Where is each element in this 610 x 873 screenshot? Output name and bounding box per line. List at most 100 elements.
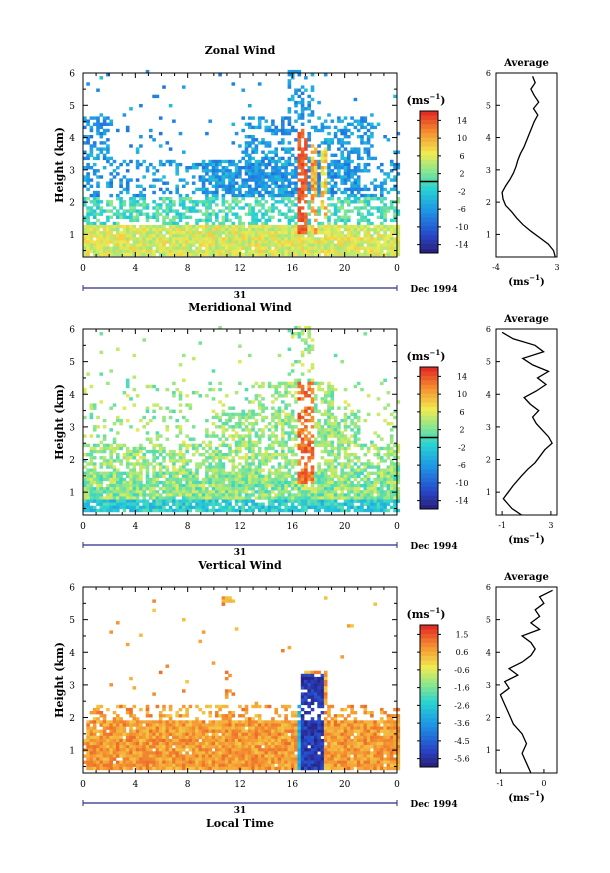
- heatmap-cell: [182, 477, 186, 482]
- heatmap-cell: [254, 203, 259, 207]
- heatmap-cell: [277, 490, 282, 494]
- heatmap-cell: [310, 484, 315, 488]
- heatmap-cell: [238, 215, 242, 219]
- heatmap-cell: [307, 169, 311, 173]
- heatmap-cell: [251, 138, 255, 142]
- heatmap-cell: [300, 231, 305, 235]
- heatmap-cell: [129, 487, 133, 491]
- heatmap-cell: [304, 169, 308, 173]
- heatmap-cell: [317, 181, 321, 185]
- heatmap-cell: [188, 437, 193, 441]
- heatmap-cell: [320, 243, 325, 247]
- heatmap-cell: [102, 446, 107, 451]
- heatmap-cell: [287, 412, 292, 417]
- heatmap-cell: [307, 459, 311, 463]
- heatmap-cell: [264, 209, 269, 213]
- heatmap-cell: [215, 484, 219, 488]
- heatmap-cell: [129, 496, 133, 500]
- heatmap-cell: [264, 237, 269, 241]
- heatmap-cell: [337, 231, 341, 235]
- heatmap-cell: [373, 484, 377, 488]
- heatmap-cell: [261, 175, 265, 179]
- heatmap-cell: [307, 252, 311, 257]
- heatmap-cell: [165, 246, 170, 250]
- heatmap-cell: [314, 394, 318, 398]
- heatmap-cell: [333, 499, 338, 503]
- heatmap-cell: [92, 499, 97, 503]
- heatmap-cell: [290, 94, 295, 99]
- heatmap-cell: [83, 496, 87, 500]
- heatmap-cell: [102, 487, 107, 491]
- heatmap-cell: [215, 453, 219, 457]
- heatmap-cell: [347, 474, 351, 479]
- heatmap-cell: [340, 484, 344, 488]
- heatmap-cell: [304, 412, 308, 417]
- heatmap-cell: [116, 468, 120, 472]
- heatmap-cell: [168, 246, 173, 250]
- heatmap-cell: [178, 131, 183, 136]
- heatmap-cell: [168, 234, 173, 238]
- heatmap-cell: [119, 181, 123, 185]
- heatmap-cell: [185, 206, 189, 210]
- heatmap-cell: [271, 190, 275, 195]
- heatmap-cell: [271, 181, 275, 185]
- heatmap-cell: [241, 471, 245, 475]
- heatmap-cell: [290, 418, 295, 423]
- heatmap-cell: [191, 228, 196, 232]
- heatmap-cell: [99, 234, 104, 238]
- heatmap-cell: [238, 415, 242, 420]
- heatmap-cell: [287, 156, 292, 161]
- heatmap-cell: [89, 406, 94, 410]
- heatmap-cell: [251, 453, 255, 457]
- heatmap-cell: [83, 415, 87, 420]
- heatmap-cell: [165, 249, 170, 254]
- heatmap-cell: [152, 190, 156, 195]
- heatmap-cell: [363, 141, 368, 145]
- heatmap-cell: [201, 200, 206, 204]
- heatmap-cell: [92, 446, 97, 451]
- heatmap-cell: [343, 197, 348, 201]
- heatmap-cell: [271, 505, 275, 510]
- heatmap-cell: [297, 193, 302, 198]
- heatmap-cell: [297, 178, 302, 182]
- heatmap-cell: [386, 403, 391, 407]
- heatmap-cell: [135, 471, 140, 475]
- heatmap-cell: [310, 206, 315, 210]
- heatmap-cell: [182, 215, 186, 219]
- heatmap-cell: [251, 209, 255, 213]
- heatmap-cell: [208, 456, 212, 460]
- heatmap-cell: [300, 422, 305, 426]
- heatmap-cell: [218, 234, 222, 238]
- heatmap-cell: [304, 425, 308, 429]
- heatmap-cell: [152, 249, 156, 254]
- heatmap-cell: [281, 499, 285, 503]
- heatmap-cell: [125, 184, 130, 188]
- heatmap-cell: [257, 178, 262, 182]
- heatmap-cell: [218, 480, 222, 485]
- heatmap-cell: [145, 203, 150, 207]
- heatmap-cell: [198, 462, 203, 466]
- heatmap-cell: [122, 499, 127, 503]
- heatmap-cell: [92, 215, 97, 219]
- heatmap-cell: [333, 206, 338, 210]
- heatmap-cell: [172, 224, 176, 229]
- heatmap-cell: [224, 237, 229, 241]
- heatmap-cell: [191, 490, 196, 494]
- panel-title: Zonal Wind: [205, 44, 276, 57]
- heatmap-cell: [287, 434, 292, 438]
- heatmap-cell: [102, 131, 107, 136]
- heatmap-cell: [119, 234, 123, 238]
- average-y-tick-label: 2: [486, 198, 491, 207]
- heatmap-cell: [218, 246, 222, 250]
- heatmap-cell: [215, 412, 219, 417]
- heatmap-cell: [314, 147, 318, 151]
- heatmap-cell: [191, 477, 196, 482]
- heatmap-cell: [274, 150, 278, 154]
- heatmap-cell: [353, 240, 358, 244]
- heatmap-cell: [353, 456, 358, 460]
- heatmap-cell: [234, 181, 239, 185]
- heatmap-cell: [274, 434, 278, 438]
- heatmap-cell: [353, 431, 358, 435]
- heatmap-cell: [330, 394, 335, 398]
- heatmap-cell: [380, 200, 384, 204]
